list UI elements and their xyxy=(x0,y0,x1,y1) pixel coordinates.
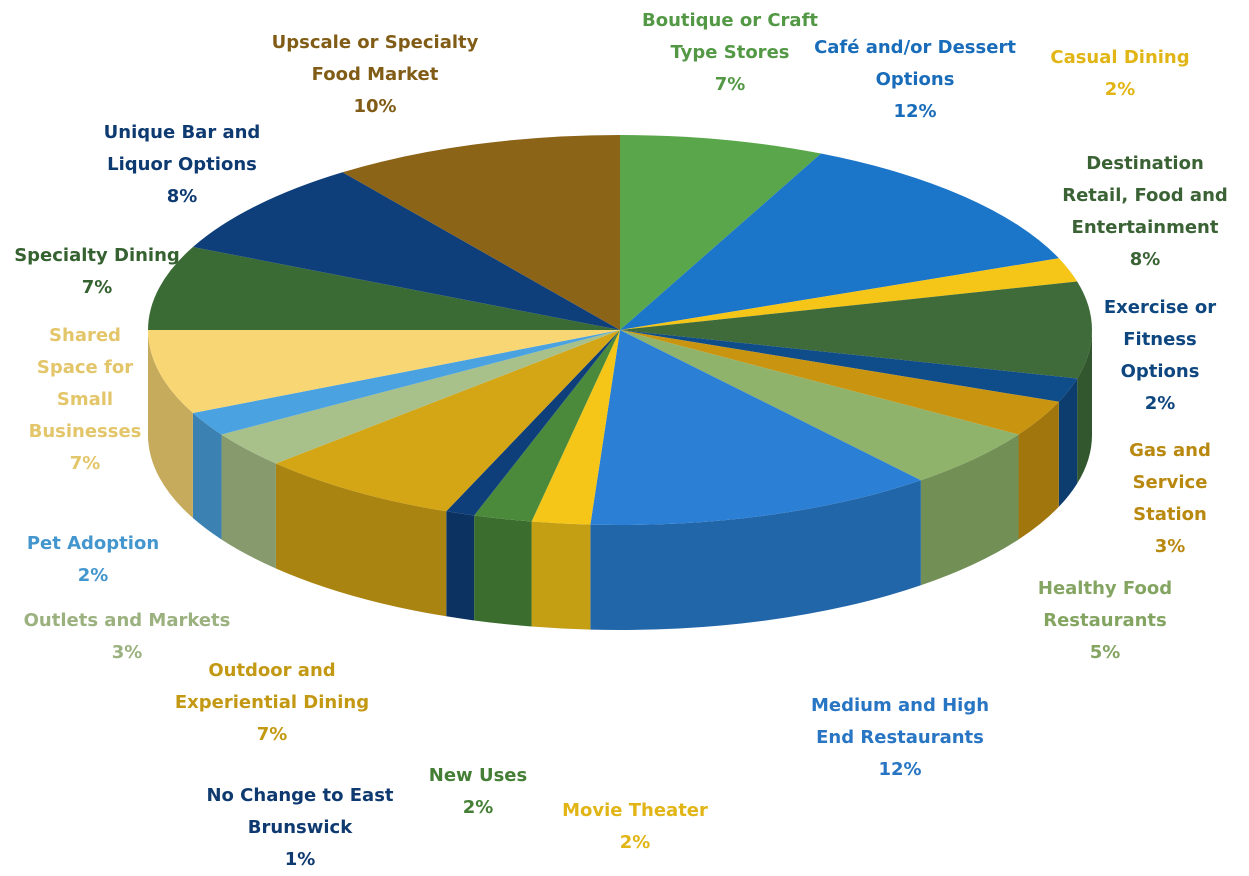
slice-label: Upscale or Specialty Food Market 10% xyxy=(255,27,495,123)
value-label: 2% xyxy=(77,565,109,586)
slice-label: No Change to East Brunswick 1% xyxy=(195,780,405,876)
category-name: Exercise or Fitness Options xyxy=(1103,297,1217,382)
value-label: 3% xyxy=(111,642,143,663)
value-label: 7% xyxy=(69,453,101,474)
value-label: 10% xyxy=(353,96,397,117)
pie-side xyxy=(446,511,475,621)
slice-label: Medium and High End Restaurants 12% xyxy=(790,690,1010,786)
category-name: Boutique or Craft Type Stores xyxy=(641,10,819,63)
category-name: Healthy Food Restaurants xyxy=(1037,578,1173,631)
pie-slice xyxy=(620,135,821,330)
pie-slice xyxy=(474,330,620,522)
slice-label: Café and/or Dessert Options 12% xyxy=(800,32,1030,128)
category-name: Specialty Dining xyxy=(14,245,180,266)
category-name: Gas and Service Station xyxy=(1129,440,1211,525)
pie-side xyxy=(1018,401,1059,540)
value-label: 7% xyxy=(81,277,113,298)
pie-side xyxy=(221,434,276,569)
value-label: 12% xyxy=(893,101,937,122)
pie-slice xyxy=(275,330,620,512)
slice-label: Movie Theater 2% xyxy=(535,795,735,859)
value-label: 3% xyxy=(1154,536,1186,557)
value-label: 2% xyxy=(619,832,651,853)
pie-slice xyxy=(620,330,1019,481)
pie-slice xyxy=(620,258,1078,330)
pie-slice xyxy=(531,330,620,525)
slice-label: Casual Dining 2% xyxy=(1040,42,1200,106)
slice-label: Exercise or Fitness Options 2% xyxy=(1100,292,1220,420)
category-name: Pet Adoption xyxy=(26,533,160,554)
value-label: 7% xyxy=(714,74,746,95)
pie-slice xyxy=(446,330,620,516)
slice-label: New Uses 2% xyxy=(418,760,538,824)
value-label: 2% xyxy=(1104,79,1136,100)
pie-slice xyxy=(620,330,1078,402)
slice-label: Specialty Dining 7% xyxy=(7,240,187,304)
pie-slice xyxy=(148,330,620,414)
slice-label: Boutique or Craft Type Stores 7% xyxy=(630,5,830,101)
category-name: Movie Theater xyxy=(562,800,708,821)
pie-side xyxy=(1058,378,1078,507)
pie-slice xyxy=(620,281,1092,379)
slice-label: Pet Adoption 2% xyxy=(13,528,173,592)
value-label: 12% xyxy=(878,759,922,780)
pie-side xyxy=(1077,330,1092,484)
pie-side xyxy=(192,413,222,540)
pie-slice xyxy=(620,153,1059,330)
pie-side xyxy=(474,515,532,627)
category-name: Unique Bar and Liquor Options xyxy=(103,122,261,175)
slice-label: Unique Bar and Liquor Options 8% xyxy=(87,117,277,213)
slice-label: Outlets and Markets 3% xyxy=(7,605,247,669)
pie-slice xyxy=(221,330,620,464)
category-name: New Uses xyxy=(428,765,528,786)
value-label: 8% xyxy=(166,186,198,207)
value-label: 5% xyxy=(1089,642,1121,663)
value-label: 8% xyxy=(1129,249,1161,270)
slice-label: Outdoor and Experiential Dining 7% xyxy=(162,655,382,751)
category-name: Casual Dining xyxy=(1050,47,1190,68)
category-name: Outdoor and Experiential Dining xyxy=(174,660,370,713)
slice-label: Gas and Service Station 3% xyxy=(1120,435,1220,563)
pie-slice xyxy=(192,172,620,330)
category-name: Medium and High End Restaurants xyxy=(810,695,990,748)
pie-side xyxy=(531,521,591,630)
pie-slice xyxy=(192,330,620,435)
pie-side xyxy=(148,330,193,519)
value-label: 7% xyxy=(256,724,288,745)
pie-slice xyxy=(620,330,1059,435)
slice-label: Shared Space for Small Businesses 7% xyxy=(20,320,150,480)
slice-label: Healthy Food Restaurants 5% xyxy=(1015,573,1195,669)
value-label: 2% xyxy=(1144,393,1176,414)
pie-slice xyxy=(342,135,620,330)
slice-label: Destination Retail, Food and Entertainme… xyxy=(1060,148,1230,276)
category-name: Destination Retail, Food and Entertainme… xyxy=(1062,153,1228,238)
category-name: Outlets and Markets xyxy=(23,610,231,631)
category-name: Café and/or Dessert Options xyxy=(814,37,1016,90)
pie-slice xyxy=(148,246,620,330)
category-name: No Change to East Brunswick xyxy=(206,785,394,838)
value-label: 1% xyxy=(284,849,316,870)
category-name: Shared Space for Small Businesses xyxy=(28,325,142,442)
pie-slice xyxy=(590,330,921,525)
pie-side xyxy=(920,434,1019,586)
value-label: 2% xyxy=(462,797,494,818)
pie-side xyxy=(590,480,921,631)
pie-side xyxy=(275,463,447,617)
category-name: Upscale or Specialty Food Market xyxy=(271,32,479,85)
